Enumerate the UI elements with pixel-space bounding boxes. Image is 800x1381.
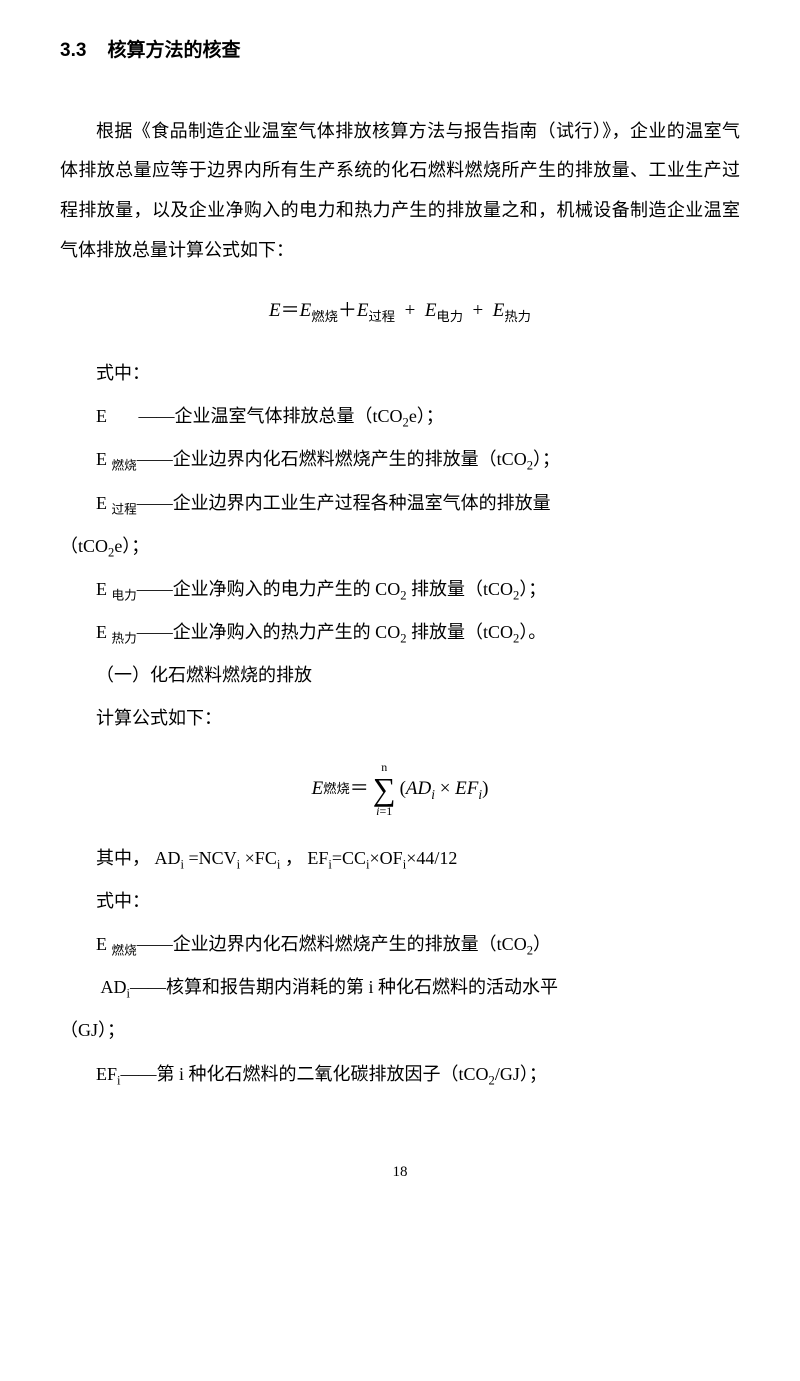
heading-title: 核算方法的核查 — [108, 40, 241, 61]
def2-E-ranshao: E 燃烧——企业边界内化石燃料燃烧产生的排放量（tCO2） — [60, 923, 740, 966]
calc-formula-label: 计算公式如下： — [60, 697, 740, 740]
def-E-reli: E 热力——企业净购入的热力产生的 CO2 排放量（tCO2）。 — [60, 611, 740, 654]
def-E-guocheng-line2: （tCO2e）； — [60, 525, 740, 568]
shizhong-label-2: 式中： — [60, 880, 740, 923]
def-E-total: E ——企业温室气体排放总量（tCO2e）； — [60, 395, 740, 438]
formula-total-emission: E＝E燃烧＋E过程 + E电力 + E热力 — [60, 290, 740, 332]
section-heading: 3.3 核算方法的核查 — [60, 30, 740, 72]
def-E-dianli: E 电力——企业净购入的电力产生的 CO2 排放量（tCO2）； — [60, 568, 740, 611]
def2-EF: EFi——第 i 种化石燃料的二氧化碳排放因子（tCO2/GJ）； — [60, 1053, 740, 1096]
def2-AD-line2: （GJ）； — [60, 1009, 740, 1052]
def2-AD-line1: ADi——核算和报告期内消耗的第 i 种化石燃料的活动水平 — [60, 966, 740, 1009]
heading-number: 3.3 — [60, 40, 86, 61]
intro-paragraph: 根据《食品制造企业温室气体排放核算方法与报告指南（试行）》，企业的温室气体排放总… — [60, 112, 740, 270]
subsection-1-title: （一）化石燃料燃烧的排放 — [60, 654, 740, 697]
qizhong-line: 其中， ADi =NCVi ×FCi ， EFi=CCi×OFi×44/12 — [60, 837, 740, 880]
def-E-guocheng-line1: E 过程——企业边界内工业生产过程各种温室气体的排放量 — [60, 482, 740, 525]
formula-combustion: E燃烧＝ n ∑ i=1 (ADi × EFi) — [60, 761, 740, 817]
def-E-ranshao: E 燃烧——企业边界内化石燃料燃烧产生的排放量（tCO2）； — [60, 438, 740, 481]
sigma-icon: n ∑ i=1 — [373, 761, 396, 817]
page-number: 18 — [60, 1156, 740, 1189]
shizhong-label: 式中： — [60, 352, 740, 395]
